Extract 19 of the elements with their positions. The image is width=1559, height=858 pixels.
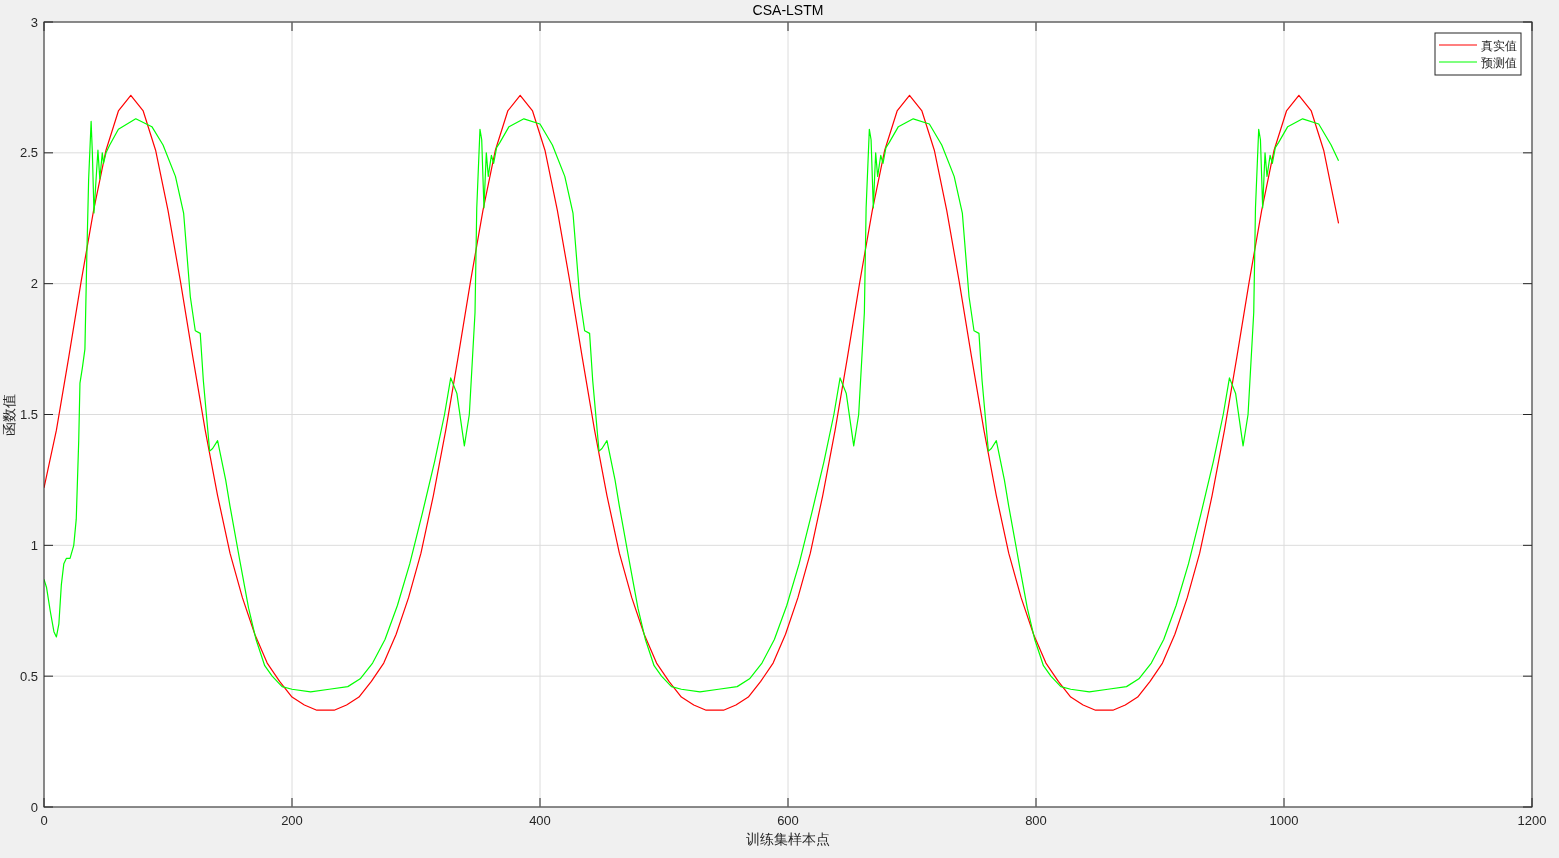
y-tick-label: 1.5 [19, 407, 38, 422]
legend-label: 真实值 [1481, 38, 1517, 53]
y-tick-label: 2.5 [19, 145, 38, 161]
y-tick-label: 2 [30, 276, 38, 292]
x-tick-label: 800 [1025, 813, 1047, 828]
x-tick-label: 1000 [1269, 813, 1299, 828]
y-tick-label: 3 [30, 14, 38, 30]
y-tick-label: 1 [30, 537, 38, 553]
x-tick-label: 1200 [1517, 813, 1547, 828]
x-tick-label: 200 [281, 813, 303, 828]
legend-label: 预测值 [1481, 55, 1517, 70]
chart-title: CSA-LSTM [752, 2, 824, 18]
x-axis-title: 训练集样本点 [746, 831, 830, 847]
y-tick-label: 0 [30, 799, 38, 815]
y-axis-title: 函数值 [1, 393, 17, 436]
x-tick-label: 400 [529, 813, 551, 828]
x-tick-label: 0 [40, 813, 48, 828]
x-tick-label: 600 [777, 813, 799, 828]
y-tick-label: 0.5 [19, 668, 38, 684]
